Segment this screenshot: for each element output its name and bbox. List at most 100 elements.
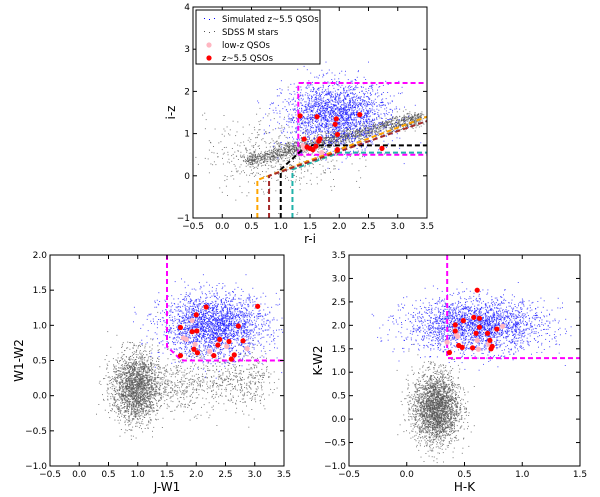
simulated-qso-point	[329, 100, 331, 102]
simulated-qso-point	[351, 99, 353, 101]
m-star-point	[409, 111, 411, 113]
m-star-point	[239, 185, 241, 187]
m-star-point	[312, 142, 314, 144]
m-star-point	[324, 145, 326, 147]
m-star-point	[256, 172, 258, 174]
simulated-qso-point	[374, 114, 376, 115]
simulated-qso-point	[390, 115, 392, 116]
m-star-point	[362, 123, 364, 125]
simulated-qso-point	[311, 114, 313, 115]
simulated-qso-point	[361, 86, 363, 88]
m-star-point	[204, 112, 206, 114]
m-star-point	[400, 119, 402, 121]
simulated-qso-point	[354, 93, 356, 95]
m-star-point	[152, 360, 153, 362]
m-star-point	[274, 157, 276, 159]
simulated-qso-point	[322, 122, 324, 124]
m-star-point	[328, 136, 330, 138]
simulated-qso-point	[290, 131, 292, 133]
m-star-point	[234, 165, 236, 167]
simulated-qso-point	[353, 119, 355, 120]
simulated-qso-point	[295, 86, 297, 88]
m-star-point	[347, 138, 349, 140]
m-star-point	[247, 155, 249, 157]
simulated-qso-point	[318, 97, 320, 99]
simulated-qso-point	[399, 147, 401, 149]
simulated-qso-point	[383, 140, 385, 142]
m-star-point	[414, 120, 416, 122]
m-star-point	[288, 126, 290, 128]
simulated-qso-point	[307, 118, 309, 120]
m-star-point	[334, 165, 336, 167]
simulated-qso-point	[362, 90, 363, 92]
simulated-qso-point	[393, 95, 395, 97]
m-star-point	[300, 149, 302, 150]
simulated-qso-point	[345, 119, 347, 121]
simulated-qso-point	[366, 110, 368, 111]
m-star-point	[305, 141, 307, 143]
simulated-qso-point	[324, 111, 326, 113]
simulated-qso-point	[291, 99, 293, 101]
m-star-point	[291, 165, 293, 167]
m-star-point	[368, 131, 369, 133]
simulated-qso-point	[379, 105, 381, 107]
simulated-qso-point	[354, 79, 356, 80]
m-star-point	[221, 149, 223, 151]
simulated-qso-point	[349, 100, 351, 102]
m-star-point	[119, 397, 121, 399]
simulated-qso-point	[330, 119, 332, 121]
m-star-point	[288, 157, 290, 159]
simulated-qso-point	[322, 109, 324, 111]
m-star-point	[418, 113, 420, 115]
simulated-qso-point	[354, 115, 355, 116]
m-star-point	[313, 143, 315, 145]
m-star-point	[276, 180, 278, 181]
m-star-point	[363, 130, 364, 132]
simulated-qso-point	[308, 102, 310, 104]
m-star-point	[300, 141, 302, 143]
simulated-qso-point	[264, 132, 266, 134]
m-star-point	[311, 141, 313, 143]
simulated-qso-point	[332, 125, 334, 127]
simulated-qso-point	[337, 89, 339, 91]
simulated-qso-point	[314, 114, 316, 115]
simulated-qso-point	[387, 143, 389, 145]
simulated-qso-point	[320, 128, 321, 130]
m-star-point	[133, 412, 135, 414]
simulated-qso-point	[322, 84, 324, 86]
m-star-point	[292, 145, 294, 147]
simulated-qso-point	[333, 87, 335, 89]
simulated-qso-point	[359, 102, 361, 104]
simulated-qso-point	[342, 118, 344, 120]
m-star-point	[357, 129, 359, 131]
simulated-qso-point	[316, 135, 318, 137]
x-tick-label: 0.5	[244, 222, 258, 232]
simulated-qso-point	[339, 125, 341, 127]
m-star-point	[396, 119, 398, 120]
m-star-point	[356, 134, 358, 136]
m-star-point	[276, 151, 278, 153]
simulated-qso-point	[327, 99, 329, 100]
simulated-qso-point	[363, 94, 365, 96]
m-star-point	[313, 141, 315, 143]
simulated-qso-point	[348, 85, 350, 87]
m-star-point	[157, 357, 159, 359]
m-star-point	[419, 115, 421, 117]
z55-qso-point	[334, 131, 341, 138]
simulated-qso-point	[321, 130, 323, 132]
m-star-point	[333, 138, 334, 140]
simulated-qso-point	[321, 101, 323, 103]
z55-qso-point	[316, 138, 322, 144]
m-star-point	[369, 131, 371, 133]
m-star-point	[138, 375, 140, 377]
simulated-qso-point	[344, 139, 346, 141]
m-star-point	[333, 137, 335, 139]
m-star-point	[113, 368, 115, 370]
simulated-qso-point	[269, 108, 271, 109]
simulated-qso-point	[359, 132, 361, 134]
simulated-qso-point	[310, 109, 312, 111]
m-star-point	[365, 129, 366, 131]
simulated-qso-point	[343, 127, 345, 129]
m-star-point	[254, 152, 255, 154]
m-star-point	[134, 416, 136, 418]
